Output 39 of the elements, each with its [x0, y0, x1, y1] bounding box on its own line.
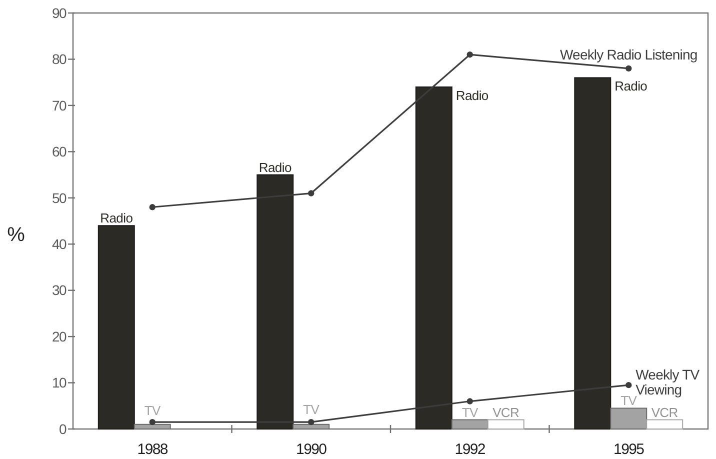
x-tick-label: 1992: [454, 441, 486, 458]
text: TV: [144, 403, 160, 418]
y-tick-label: 80: [52, 51, 67, 68]
x-tick-label: 1988: [137, 441, 168, 458]
point: [626, 65, 632, 72]
point: [308, 190, 314, 196]
bar: [256, 174, 294, 430]
y-tick-label: 20: [52, 328, 67, 344]
series-label: VCR: [492, 404, 520, 420]
text: Radio: [258, 160, 292, 175]
text: Radio: [456, 88, 488, 103]
bar: [98, 225, 135, 430]
y-tick-label: 60: [52, 144, 67, 160]
text: TV: [620, 393, 637, 408]
y-tick-label: 10: [52, 374, 67, 391]
bar: [574, 77, 612, 430]
point: [466, 52, 473, 58]
series-label: Weekly TV Viewing: [636, 366, 700, 398]
y-tick-label: 50: [52, 190, 67, 206]
text: Radio: [614, 78, 648, 94]
y-tick-label: 30: [52, 282, 67, 298]
point: [149, 418, 156, 426]
point: [149, 204, 156, 210]
series-label: Weekly Radio Listening: [560, 46, 698, 62]
y-axis-title: %: [7, 224, 26, 246]
text: VCR: [651, 404, 678, 420]
y-tick-label: 70: [52, 97, 67, 114]
series-label: Radio: [100, 210, 133, 226]
y-tick-label: 90: [52, 4, 67, 21]
x-tick-label: 1995: [614, 441, 644, 458]
text: TV: [303, 402, 320, 418]
y-tick-label: 40: [52, 236, 67, 252]
series-label: TV: [462, 404, 479, 420]
x-tick-label: 1990: [296, 441, 327, 458]
point: [466, 398, 473, 404]
bar: [415, 86, 452, 430]
point: [626, 382, 632, 388]
point: [308, 418, 314, 426]
y-tick-label: 0: [59, 420, 67, 437]
